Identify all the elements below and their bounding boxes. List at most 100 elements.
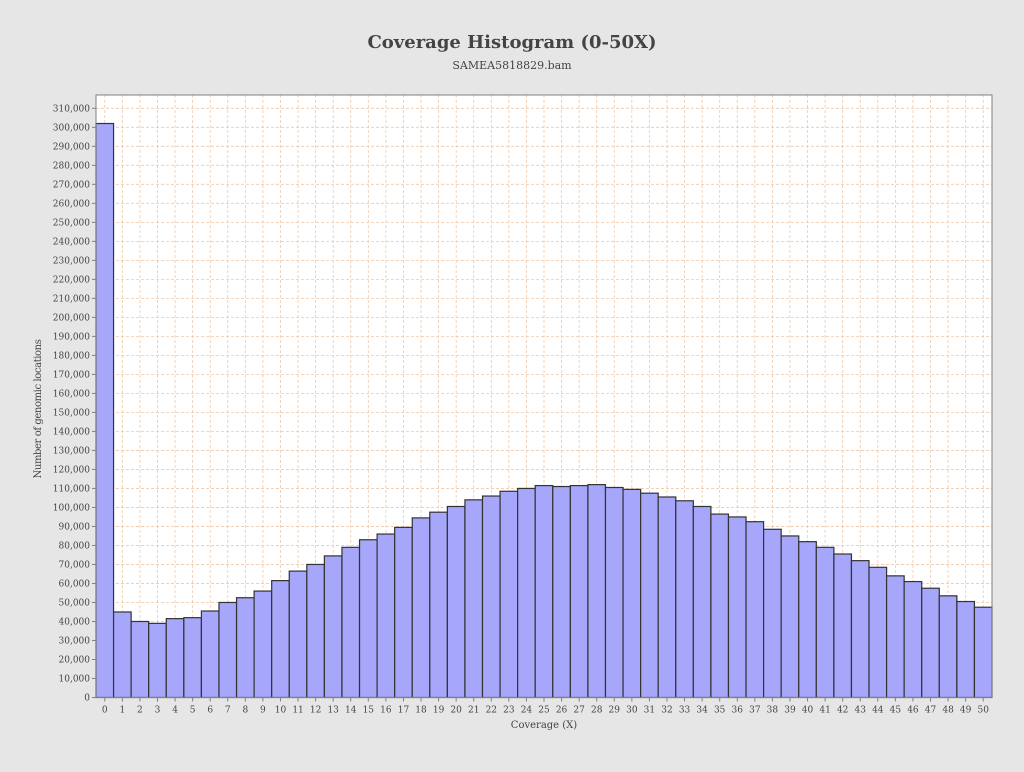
histogram-bar — [798, 541, 817, 699]
histogram-bar — [675, 500, 694, 699]
histogram-bar — [341, 546, 361, 699]
x-tick-label: 15 — [363, 706, 375, 716]
histogram-bar — [165, 618, 185, 699]
chart-title: Coverage Histogram (0-50X) — [367, 32, 656, 53]
histogram-bar — [429, 511, 448, 699]
x-tick-label: 47 — [925, 706, 937, 716]
y-tick-label: 210,000 — [53, 294, 90, 304]
x-tick-label: 6 — [207, 706, 213, 716]
x-tick-label: 8 — [242, 706, 248, 716]
y-tick-label: 170,000 — [53, 370, 90, 380]
x-tick-label: 49 — [960, 706, 972, 716]
histogram-bar — [780, 535, 800, 699]
x-tick-label: 11 — [292, 706, 303, 716]
y-tick-label: 20,000 — [59, 655, 91, 665]
x-tick-label: 48 — [942, 706, 954, 716]
x-tick-label: 45 — [890, 706, 902, 716]
histogram-bar — [376, 533, 396, 699]
y-tick-label: 190,000 — [53, 332, 90, 342]
histogram-bar — [763, 528, 782, 699]
histogram-bar — [569, 484, 589, 699]
histogram-bar — [112, 611, 132, 699]
y-tick-label: 280,000 — [53, 161, 90, 171]
histogram-bar — [306, 563, 325, 699]
y-tick-label: 240,000 — [53, 237, 90, 247]
x-tick-label: 10 — [275, 706, 287, 716]
y-tick-label: 180,000 — [53, 351, 90, 361]
y-tick-label: 260,000 — [53, 199, 90, 209]
x-tick-label: 25 — [538, 706, 550, 716]
y-tick-label: 290,000 — [53, 142, 90, 152]
x-axis-label: Coverage (X) — [511, 720, 578, 731]
histogram-bar — [657, 496, 677, 699]
x-tick-label: 39 — [784, 706, 796, 716]
y-tick-label: 30,000 — [59, 636, 91, 646]
x-tick-label: 33 — [679, 706, 691, 716]
x-tick-label: 31 — [644, 706, 655, 716]
x-tick-label: 26 — [556, 706, 568, 716]
y-tick-label: 230,000 — [53, 256, 90, 266]
x-tick-label: 20 — [450, 706, 462, 716]
x-tick-label: 37 — [749, 706, 761, 716]
y-tick-label: 200,000 — [53, 313, 90, 323]
histogram-bar — [727, 516, 747, 699]
x-tick-label: 14 — [345, 706, 357, 716]
y-tick-label: 250,000 — [53, 218, 90, 228]
y-tick-label: 300,000 — [53, 123, 90, 133]
histogram-bar — [358, 539, 378, 699]
histogram-bar — [200, 610, 220, 699]
histogram-bar — [95, 122, 115, 699]
x-tick-label: 44 — [872, 706, 884, 716]
x-tick-label: 36 — [732, 706, 744, 716]
x-tick-label: 12 — [310, 706, 321, 716]
x-tick-label: 46 — [907, 706, 919, 716]
y-tick-label: 0 — [84, 694, 90, 704]
y-tick-label: 10,000 — [59, 674, 91, 684]
x-tick-label: 42 — [837, 706, 848, 716]
axis-layer: 0 10,000 20,000 30,000 40,000 50,000 60,000 70,… — [53, 94, 993, 716]
y-tick-label: 110,000 — [53, 484, 90, 494]
x-tick-label: 5 — [190, 706, 196, 716]
histogram-bar — [921, 587, 940, 699]
x-tick-label: 1 — [119, 706, 125, 716]
x-tick-label: 40 — [802, 706, 814, 716]
y-tick-label: 130,000 — [53, 446, 90, 456]
x-tick-label: 17 — [398, 706, 410, 716]
x-tick-label: 24 — [521, 706, 533, 716]
y-tick-label: 60,000 — [59, 579, 91, 589]
x-tick-label: 0 — [102, 706, 108, 716]
histogram-bar — [973, 606, 993, 699]
histogram-bar — [903, 580, 923, 699]
x-tick-label: 22 — [486, 706, 497, 716]
histogram-bar — [411, 517, 431, 699]
histogram-bar — [604, 486, 624, 699]
x-tick-label: 4 — [172, 706, 178, 716]
x-tick-label: 2 — [137, 706, 143, 716]
histogram-bar — [885, 575, 905, 699]
histogram-bar — [938, 595, 958, 699]
y-tick-label: 120,000 — [53, 465, 90, 475]
x-tick-label: 34 — [696, 706, 708, 716]
histogram-bar — [481, 495, 501, 699]
x-tick-label: 35 — [714, 706, 726, 716]
x-tick-label: 19 — [433, 706, 445, 716]
x-tick-label: 32 — [661, 706, 672, 716]
histogram-bar — [148, 622, 167, 699]
y-tick-label: 70,000 — [59, 560, 91, 570]
x-tick-label: 29 — [609, 706, 621, 716]
x-tick-label: 23 — [503, 706, 515, 716]
x-tick-label: 50 — [977, 706, 989, 716]
histogram-bar — [956, 600, 976, 699]
histogram-bar — [183, 617, 203, 699]
chart-subtitle: SAMEA5818829.bam — [452, 59, 572, 72]
histogram-bar — [288, 570, 308, 699]
histogram-bar — [692, 505, 712, 699]
y-tick-label: 140,000 — [53, 427, 90, 437]
histogram-bar — [587, 484, 607, 699]
y-tick-label: 310,000 — [53, 104, 90, 114]
y-tick-label: 220,000 — [53, 275, 90, 285]
x-tick-label: 7 — [225, 706, 231, 716]
histogram-bar — [130, 620, 150, 699]
